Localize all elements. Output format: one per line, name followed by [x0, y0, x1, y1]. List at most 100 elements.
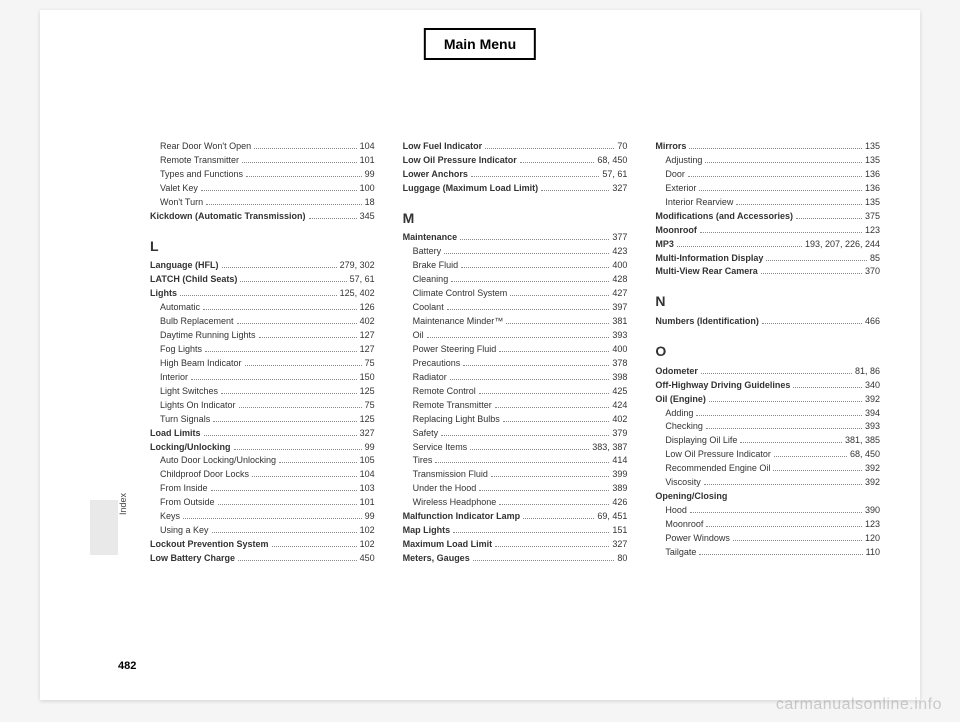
index-entry: Lights125, 402	[150, 287, 375, 301]
leader-dots	[252, 476, 357, 477]
main-menu-button[interactable]: Main Menu	[424, 28, 536, 60]
index-pages[interactable]: 327	[612, 538, 627, 552]
index-pages[interactable]: 378	[612, 357, 627, 371]
index-pages[interactable]: 466	[865, 315, 880, 329]
index-pages[interactable]: 389	[612, 482, 627, 496]
index-pages[interactable]: 105	[360, 454, 375, 468]
index-pages[interactable]: 103	[360, 482, 375, 496]
index-pages[interactable]: 123	[865, 518, 880, 532]
index-pages[interactable]: 99	[365, 510, 375, 524]
index-pages[interactable]: 381	[612, 315, 627, 329]
leader-dots	[183, 518, 362, 519]
index-pages[interactable]: 393	[612, 329, 627, 343]
index-pages[interactable]: 125, 402	[340, 287, 375, 301]
index-pages[interactable]: 428	[612, 273, 627, 287]
index-pages[interactable]: 193, 207, 226, 244	[805, 238, 880, 252]
index-pages[interactable]: 127	[360, 343, 375, 357]
index-term: Low Fuel Indicator	[403, 140, 483, 154]
index-pages[interactable]: 80	[617, 552, 627, 566]
index-pages[interactable]: 104	[360, 140, 375, 154]
index-term: Climate Control System	[413, 287, 508, 301]
index-pages[interactable]: 68, 450	[597, 154, 627, 168]
index-pages[interactable]: 399	[612, 468, 627, 482]
index-pages[interactable]: 69, 451	[597, 510, 627, 524]
index-pages[interactable]: 18	[365, 196, 375, 210]
leader-dots	[677, 246, 802, 247]
index-pages[interactable]: 100	[360, 182, 375, 196]
index-pages[interactable]: 425	[612, 385, 627, 399]
index-sub-entry: Lights On Indicator75	[150, 399, 375, 413]
index-pages[interactable]: 379	[612, 427, 627, 441]
index-pages[interactable]: 102	[360, 524, 375, 538]
index-pages[interactable]: 81, 86	[855, 365, 880, 379]
index-pages[interactable]: 424	[612, 399, 627, 413]
index-pages[interactable]: 400	[612, 259, 627, 273]
index-pages[interactable]: 392	[865, 393, 880, 407]
index-pages[interactable]: 151	[612, 524, 627, 538]
index-pages[interactable]: 390	[865, 504, 880, 518]
index-pages[interactable]: 150	[360, 371, 375, 385]
index-pages[interactable]: 397	[612, 301, 627, 315]
index-pages[interactable]: 101	[360, 496, 375, 510]
index-pages[interactable]: 394	[865, 407, 880, 421]
index-entry: Lockout Prevention System102	[150, 538, 375, 552]
index-pages[interactable]: 85	[870, 252, 880, 266]
index-pages[interactable]: 126	[360, 301, 375, 315]
index-sub-entry: Remote Transmitter101	[150, 154, 375, 168]
index-pages[interactable]: 135	[865, 196, 880, 210]
index-pages[interactable]: 57, 61	[350, 273, 375, 287]
index-pages[interactable]: 414	[612, 454, 627, 468]
index-pages[interactable]: 402	[360, 315, 375, 329]
index-pages[interactable]: 340	[865, 379, 880, 393]
index-pages[interactable]: 68, 450	[850, 448, 880, 462]
index-pages[interactable]: 125	[360, 385, 375, 399]
index-pages[interactable]: 127	[360, 329, 375, 343]
index-pages[interactable]: 101	[360, 154, 375, 168]
index-pages[interactable]: 392	[865, 462, 880, 476]
index-pages[interactable]: 327	[360, 427, 375, 441]
index-term: Door	[665, 168, 685, 182]
index-pages[interactable]: 125	[360, 413, 375, 427]
index-pages[interactable]: 400	[612, 343, 627, 357]
index-pages[interactable]: 398	[612, 371, 627, 385]
index-pages[interactable]: 136	[865, 168, 880, 182]
index-pages[interactable]: 426	[612, 496, 627, 510]
index-pages[interactable]: 392	[865, 476, 880, 490]
index-pages[interactable]: 99	[365, 168, 375, 182]
index-pages[interactable]: 375	[865, 210, 880, 224]
index-term: Maintenance	[403, 231, 458, 245]
index-pages[interactable]: 427	[612, 287, 627, 301]
index-pages[interactable]: 377	[612, 231, 627, 245]
index-pages[interactable]: 102	[360, 538, 375, 552]
page-number: 482	[118, 660, 136, 672]
index-pages[interactable]: 75	[365, 357, 375, 371]
index-pages[interactable]: 135	[865, 140, 880, 154]
index-pages[interactable]: 393	[865, 420, 880, 434]
leader-dots	[491, 476, 609, 477]
leader-dots	[510, 295, 609, 296]
index-entry: LATCH (Child Seats)57, 61	[150, 273, 375, 287]
index-pages[interactable]: 279, 302	[340, 259, 375, 273]
index-pages[interactable]: 370	[865, 265, 880, 279]
index-pages[interactable]: 327	[612, 182, 627, 196]
index-pages[interactable]: 120	[865, 532, 880, 546]
index-pages[interactable]: 104	[360, 468, 375, 482]
index-pages[interactable]: 70	[617, 140, 627, 154]
watermark: carmanualsonline.info	[776, 696, 942, 714]
index-pages[interactable]: 123	[865, 224, 880, 238]
index-pages[interactable]: 383, 387	[592, 441, 627, 455]
index-term: Luggage (Maximum Load Limit)	[403, 182, 539, 196]
index-pages[interactable]: 450	[360, 552, 375, 566]
index-pages[interactable]: 110	[866, 546, 880, 560]
leader-dots	[461, 267, 609, 268]
index-term: Rear Door Won't Open	[160, 140, 251, 154]
index-pages[interactable]: 135	[865, 154, 880, 168]
index-pages[interactable]: 381, 385	[845, 434, 880, 448]
index-pages[interactable]: 136	[865, 182, 880, 196]
index-pages[interactable]: 57, 61	[602, 168, 627, 182]
index-pages[interactable]: 423	[612, 245, 627, 259]
index-pages[interactable]: 402	[612, 413, 627, 427]
index-pages[interactable]: 99	[365, 441, 375, 455]
index-pages[interactable]: 345	[360, 210, 375, 224]
index-pages[interactable]: 75	[365, 399, 375, 413]
